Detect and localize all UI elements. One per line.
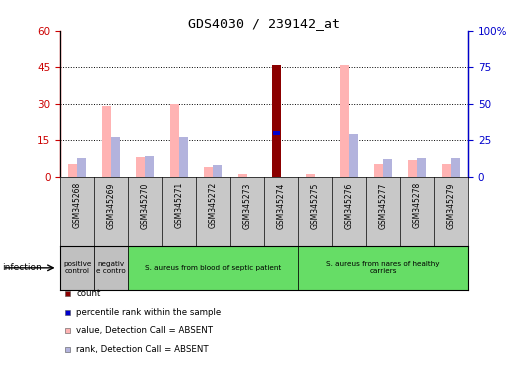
Text: GSM345276: GSM345276 [345, 182, 354, 228]
Bar [94, 246, 128, 290]
Text: GSM345274: GSM345274 [277, 182, 286, 228]
Text: GSM345277: GSM345277 [379, 182, 388, 228]
Text: GSM345278: GSM345278 [413, 182, 422, 228]
Text: GSM345275: GSM345275 [311, 182, 320, 228]
Text: positive
control: positive control [63, 262, 92, 274]
Bar [272, 65, 281, 177]
Bar [340, 65, 349, 177]
Bar [383, 159, 392, 177]
Text: negativ
e contro: negativ e contro [96, 262, 126, 274]
Bar [213, 165, 222, 177]
Bar [145, 156, 154, 177]
Bar [408, 160, 417, 177]
Text: count: count [76, 289, 101, 298]
Text: GSM345270: GSM345270 [141, 182, 150, 228]
Bar [69, 164, 77, 177]
Bar [274, 131, 280, 135]
Text: GSM345272: GSM345272 [209, 182, 218, 228]
Bar [204, 167, 213, 177]
Bar [170, 104, 179, 177]
Text: GSM345279: GSM345279 [447, 182, 456, 228]
Bar [60, 246, 94, 290]
Title: GDS4030 / 239142_at: GDS4030 / 239142_at [188, 17, 340, 30]
Text: value, Detection Call = ABSENT: value, Detection Call = ABSENT [76, 326, 213, 335]
Text: rank, Detection Call = ABSENT: rank, Detection Call = ABSENT [76, 344, 209, 354]
Bar [349, 134, 358, 177]
Bar [306, 174, 315, 177]
Bar [451, 158, 460, 177]
Text: S. aureus from blood of septic patient: S. aureus from blood of septic patient [145, 265, 281, 271]
Text: GSM345273: GSM345273 [243, 182, 252, 228]
Bar [103, 106, 111, 177]
Bar [417, 158, 426, 177]
Text: GSM345268: GSM345268 [73, 182, 82, 228]
Bar [111, 137, 120, 177]
Bar [128, 246, 298, 290]
Text: S. aureus from nares of healthy
carriers: S. aureus from nares of healthy carriers [326, 262, 440, 274]
Text: percentile rank within the sample: percentile rank within the sample [76, 308, 222, 317]
Text: infection: infection [3, 263, 42, 272]
Bar [238, 174, 247, 177]
Bar [179, 137, 188, 177]
Bar [137, 157, 145, 177]
Text: GSM345269: GSM345269 [107, 182, 116, 228]
Bar [298, 246, 468, 290]
Bar [374, 164, 383, 177]
Text: GSM345271: GSM345271 [175, 182, 184, 228]
Bar [77, 158, 86, 177]
Bar [442, 164, 451, 177]
